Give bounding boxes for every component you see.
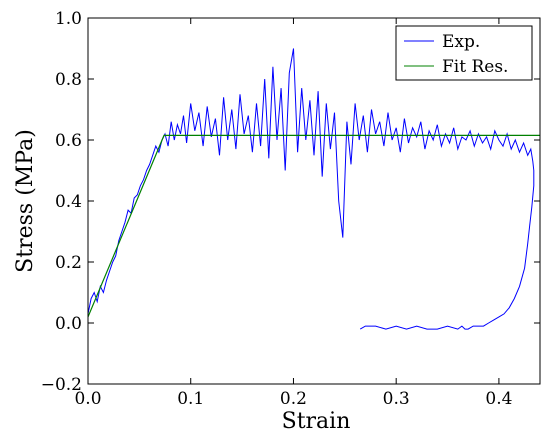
y-tick-label: 0.8 bbox=[55, 70, 82, 90]
legend: Exp. Fit Res. bbox=[395, 25, 533, 81]
y-axis-title: Stress (MPa) bbox=[13, 129, 38, 273]
series-line-exp bbox=[88, 48, 535, 330]
x-tick-label: 0.0 bbox=[74, 389, 101, 409]
y-tick-label: 0.6 bbox=[55, 131, 82, 151]
y-tick-label: −0.2 bbox=[41, 375, 82, 395]
y-tick-label: 1.0 bbox=[55, 9, 82, 29]
x-tick-label: 0.1 bbox=[177, 389, 204, 409]
x-tick-label: 0.4 bbox=[485, 389, 512, 409]
legend-label-exp: Exp. bbox=[442, 32, 480, 52]
y-tick-label: 0.2 bbox=[55, 253, 82, 273]
y-tick-label: 0.4 bbox=[55, 192, 82, 212]
legend-label-fit: Fit Res. bbox=[442, 57, 508, 77]
x-tick-label: 0.2 bbox=[280, 389, 307, 409]
series-line-fit bbox=[88, 134, 540, 318]
x-axis-title: Strain bbox=[282, 409, 351, 432]
legend-box bbox=[395, 25, 533, 81]
y-tick-label: 0.0 bbox=[55, 314, 82, 334]
x-tick-label: 0.3 bbox=[383, 389, 410, 409]
